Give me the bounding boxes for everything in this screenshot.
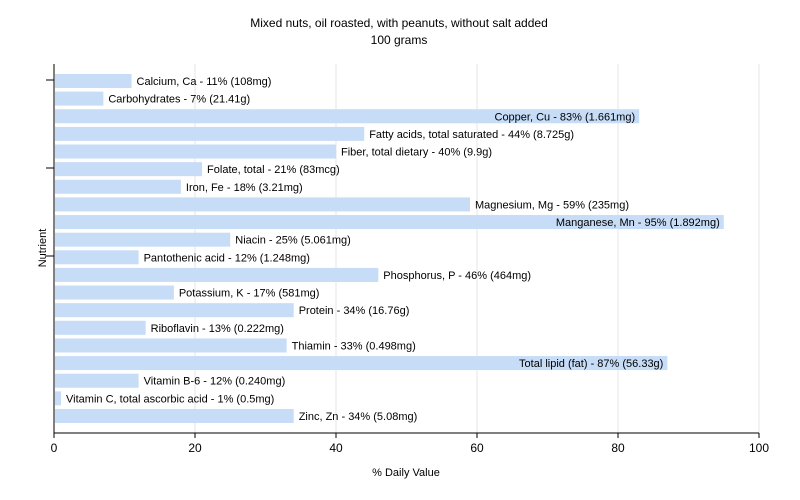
bar-0	[55, 74, 132, 88]
bar-label-7: Magnesium, Mg - 59% (235mg)	[475, 199, 629, 211]
chart-subtitle: 100 grams	[371, 33, 428, 47]
bar-7	[55, 197, 470, 212]
x-axis-ticks: 0 20 40 60 80 100	[51, 433, 769, 455]
grid-lines	[194, 64, 760, 433]
bar-label-11: Phosphorus, P - 46% (464mg)	[383, 270, 531, 282]
bar-5	[55, 162, 203, 177]
chart-title: Mixed nuts, oil roasted, with peanuts, w…	[250, 16, 548, 30]
bar-17	[55, 373, 139, 388]
bar-label-10: Pantothenic acid - 12% (1.248mg)	[144, 252, 310, 264]
x-tick-label-3: 60	[470, 441, 484, 455]
bar-label-13: Protein - 34% (16.76g)	[299, 305, 410, 317]
bar-label-8: Manganese, Mn - 95% (1.892mg)	[556, 217, 720, 229]
bar-label-1: Carbohydrates - 7% (21.41g)	[108, 94, 250, 106]
bar-series	[55, 74, 724, 423]
bar-15	[55, 338, 287, 353]
bar-label-9: Niacin - 25% (5.061mg)	[235, 235, 351, 247]
bar-label-17: Vitamin B-6 - 12% (0.240mg)	[144, 376, 286, 388]
y-axis-label: Nutrient	[37, 229, 49, 268]
bar-label-2: Copper, Cu - 83% (1.661mg)	[495, 111, 636, 123]
bar-13	[55, 303, 294, 318]
x-tick-label-1: 20	[188, 441, 202, 455]
bar-label-14: Riboflavin - 13% (0.222mg)	[151, 323, 284, 335]
bar-8	[55, 215, 724, 230]
x-tick-label-4: 80	[611, 441, 625, 455]
bar-19	[55, 408, 294, 423]
bar-11	[55, 267, 379, 282]
bar-labels: Calcium, Ca - 11% (108mg) Carbohydrates -…	[66, 76, 720, 423]
bar-14	[55, 320, 146, 335]
bar-label-5: Folate, total - 21% (83mcg)	[207, 164, 340, 176]
bar-label-4: Fiber, total dietary - 40% (9.9g)	[341, 147, 492, 159]
bar-6	[55, 179, 181, 194]
x-tick-label-5: 100	[749, 441, 769, 455]
bar-label-3: Fatty acids, total saturated - 44% (8.72…	[369, 129, 574, 141]
x-axis-label: % Daily Value	[372, 467, 440, 479]
bar-2	[55, 109, 640, 124]
bar-1	[55, 91, 104, 106]
bar-label-12: Potassium, K - 17% (581mg)	[179, 288, 320, 300]
bar-12	[55, 285, 174, 300]
bar-label-6: Iron, Fe - 18% (3.21mg)	[186, 182, 303, 194]
bar-16	[55, 356, 668, 371]
bar-label-19: Zinc, Zn - 34% (5.08mg)	[299, 411, 418, 423]
bar-label-16: Total lipid (fat) - 87% (56.33g)	[519, 358, 663, 370]
bar-9	[55, 232, 231, 247]
bar-label-15: Thiamin - 33% (0.498mg)	[292, 340, 416, 352]
x-tick-label-0: 0	[51, 441, 58, 455]
bar-10	[55, 250, 139, 265]
bar-label-18: Vitamin C, total ascorbic acid - 1% (0.5…	[66, 393, 274, 405]
bar-4	[55, 144, 336, 159]
bar-3	[55, 126, 365, 141]
bar-18	[55, 391, 62, 406]
y-axis-ticks	[46, 79, 54, 257]
bar-label-0: Calcium, Ca - 11% (108mg)	[137, 76, 272, 88]
x-tick-label-2: 40	[329, 441, 343, 455]
